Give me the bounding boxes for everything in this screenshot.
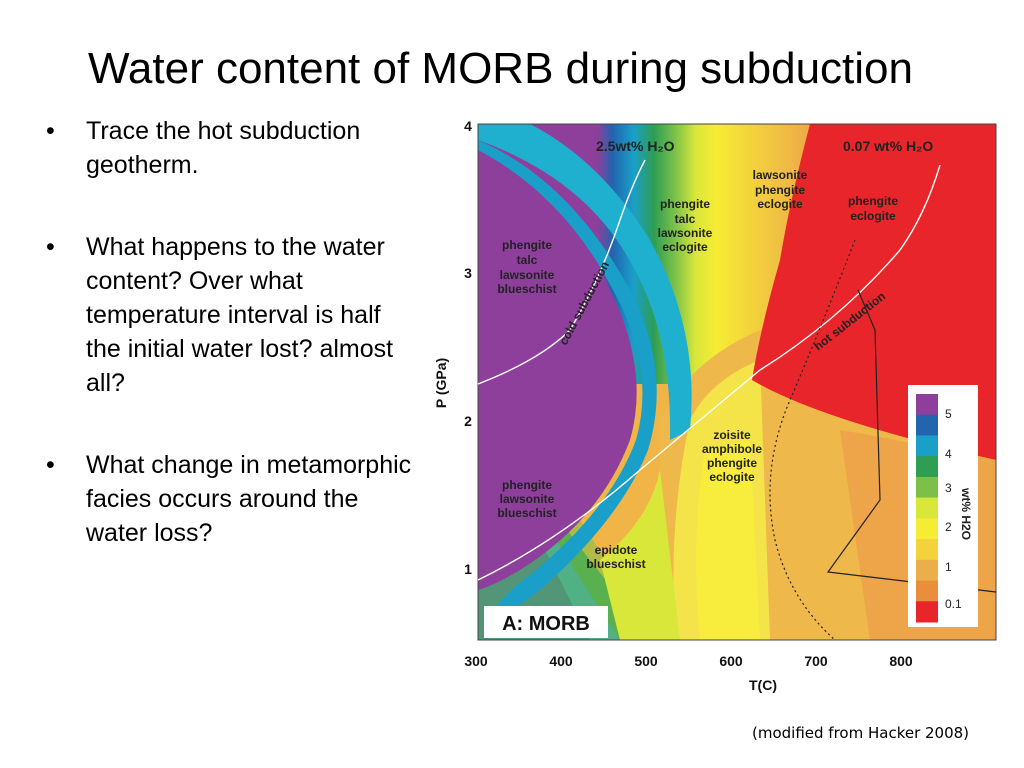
x-tick: 300 <box>464 653 488 669</box>
solid-curve <box>826 289 997 593</box>
legend-ticks: 5 4 3 2 1 0.1 <box>945 407 962 611</box>
dotted-curve <box>769 239 856 641</box>
bullet-text: What change in metamorphic facies occurs… <box>86 451 412 547</box>
facies-amphibole-eclogite: zoisite amphibole phengite eclogite <box>702 428 762 484</box>
svg-text:phengite: phengite <box>502 238 552 252</box>
panel-label-box <box>484 606 608 638</box>
svg-text:eclogite: eclogite <box>757 197 803 211</box>
y-axis-ticks: 1 2 3 4 <box>464 118 472 577</box>
y-tick: 3 <box>464 265 472 281</box>
svg-text:blueschist: blueschist <box>497 506 556 520</box>
y-tick: 1 <box>464 561 472 577</box>
panel-label: A: MORB <box>502 613 590 635</box>
svg-text:phengite: phengite <box>660 197 710 211</box>
svg-text:phengite: phengite <box>848 194 898 208</box>
svg-text:lawsonite: lawsonite <box>753 168 808 182</box>
plot-frame <box>477 123 997 641</box>
legend-tick: 1 <box>945 560 952 574</box>
svg-text:lawsonite: lawsonite <box>658 226 713 240</box>
facies-lawsonite-phengite-eclogite: lawsonite phengite eclogite <box>753 168 808 211</box>
svg-text:amphibole: amphibole <box>702 442 762 456</box>
facies-epidote-blueschist: epidote blueschist <box>586 543 645 571</box>
y-axis-label: P (GPa) <box>433 358 449 408</box>
cold-geotherm-line <box>477 159 646 385</box>
svg-text:talc: talc <box>517 253 538 267</box>
legend-swatch <box>916 456 938 478</box>
facies-lower-blueschist: phengite lawsonite blueschist <box>497 478 556 520</box>
facies-labels: phengite talc lawsonite blueschist pheng… <box>497 168 898 571</box>
svg-text:eclogite: eclogite <box>709 470 755 484</box>
svg-text:blueschist: blueschist <box>586 557 645 571</box>
legend-swatch <box>916 580 938 602</box>
x-tick: 500 <box>634 653 658 669</box>
legend-tick: 4 <box>945 447 952 461</box>
legend-colorbar <box>916 394 938 623</box>
bullet-3: • What change in metamorphic facies occu… <box>46 448 418 550</box>
svg-text:blueschist: blueschist <box>497 282 556 296</box>
source-citation: (modified from Hacker 2008) <box>752 724 970 742</box>
legend-swatch <box>916 518 938 540</box>
facies-phengite-eclogite: phengite eclogite <box>848 194 898 223</box>
svg-text:lawsonite: lawsonite <box>500 268 555 282</box>
legend-swatch <box>916 559 938 582</box>
x-axis-ticks: 300 400 500 600 700 800 <box>464 653 913 669</box>
bullet-2: • What happens to the water content? Ove… <box>46 230 418 400</box>
x-axis-label: T(C) <box>749 677 777 693</box>
svg-text:epidote: epidote <box>595 543 638 557</box>
legend-tick: 3 <box>945 481 952 495</box>
legend-swatch <box>916 601 938 623</box>
legend-tick: 0.1 <box>945 597 962 611</box>
x-tick: 800 <box>889 653 913 669</box>
legend-tick: 2 <box>945 520 952 534</box>
bullet-marker: • <box>46 117 55 145</box>
legend-swatch <box>916 435 938 457</box>
x-tick: 400 <box>549 653 573 669</box>
svg-text:zoisite: zoisite <box>713 428 751 442</box>
bullet-marker: • <box>46 451 55 479</box>
svg-text:phengite: phengite <box>707 456 757 470</box>
svg-text:eclogite: eclogite <box>662 240 708 254</box>
x-tick: 700 <box>804 653 828 669</box>
svg-text:phengite: phengite <box>755 183 805 197</box>
legend-swatch <box>916 414 938 436</box>
legend-swatch <box>916 497 938 519</box>
y-tick: 4 <box>464 118 472 134</box>
legend-swatch <box>916 476 938 499</box>
legend-tick: 5 <box>945 407 952 421</box>
x-tick: 600 <box>719 653 743 669</box>
legend-title: wt% H2O <box>959 487 973 540</box>
svg-text:lawsonite: lawsonite <box>500 492 555 506</box>
bullet-1: • Trace the hot subduction geotherm. <box>46 114 418 182</box>
slide-title: Water content of MORB during subduction <box>88 44 913 93</box>
legend-swatch <box>916 539 938 561</box>
bullet-marker: • <box>46 233 55 261</box>
water-label-left: 2.5wt% H₂O <box>596 138 675 154</box>
facies-lawsonite-eclogite: phengite talc lawsonite eclogite <box>658 197 713 254</box>
bullet-text: What happens to the water content? Over … <box>86 233 394 397</box>
purple-field <box>478 150 637 590</box>
svg-text:talc: talc <box>675 212 696 226</box>
water-label-right: 0.07 wt% H₂O <box>843 138 933 154</box>
hot-geotherm-line <box>477 164 941 581</box>
bullet-text: Trace the hot subduction geotherm. <box>86 117 361 179</box>
facies-lawsonite-blueschist: phengite talc lawsonite blueschist <box>497 238 556 296</box>
svg-text:eclogite: eclogite <box>850 209 896 223</box>
y-tick: 2 <box>464 413 472 429</box>
svg-text:phengite: phengite <box>502 478 552 492</box>
legend-swatch <box>916 394 938 416</box>
